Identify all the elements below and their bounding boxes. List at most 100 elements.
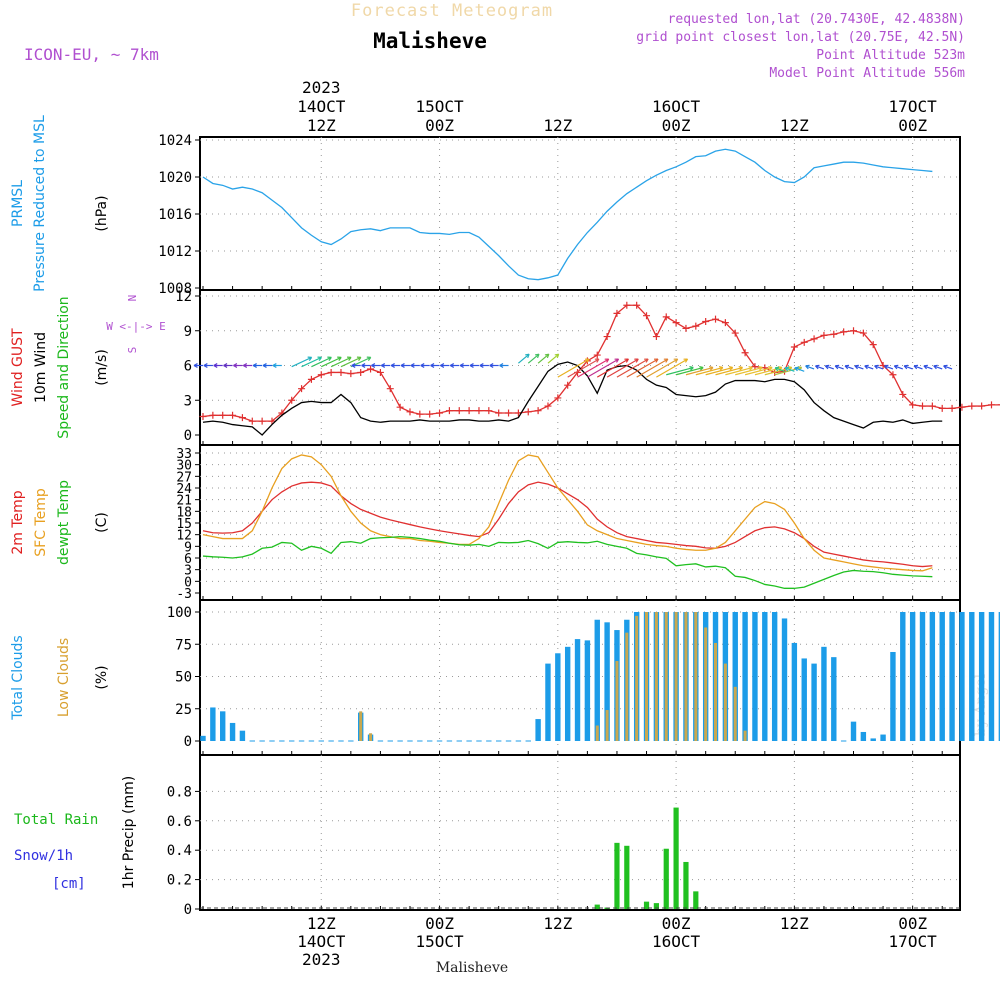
series-point [327,368,335,376]
y-axis-label: SFC Temp [33,488,49,557]
series-point [721,319,729,327]
wind-arrow-head [317,356,322,361]
y-tick-label: 50 [175,670,192,686]
time-label-bottom: 00Z [898,914,927,933]
wind-arrow-head [844,364,850,370]
panel-frame [199,754,961,911]
y-axis-label: Snow/1h [14,848,73,864]
y-axis-label: Total Clouds [10,635,26,720]
y-axis-label: dewpt Temp [56,480,72,565]
bar [635,615,639,741]
wind-arrow-head [708,365,714,371]
time-label-top: 2023 [302,78,341,97]
wind-arrow [537,353,550,364]
bar [663,848,669,909]
time-label-bottom: 16OCT [652,932,701,951]
series-point [238,414,246,422]
time-label-bottom: 12Z [780,914,809,933]
wind-arrow-head [262,363,267,368]
wind-arrow-head [449,363,455,368]
wind-arrow [675,366,704,376]
bar [614,842,620,909]
wind-arrow [340,356,362,368]
wind-arrow [805,365,815,370]
bar [564,646,571,741]
location-title: Malisheve [373,29,487,53]
wind-arrow-head [499,363,504,368]
series-point [406,408,414,416]
wind-arrow-head [624,358,629,363]
series-point [938,404,946,412]
wind-arrow-head [366,356,372,361]
bar [574,639,581,741]
wind-arrow [794,367,805,372]
time-label-top: 12Z [307,116,336,135]
wind-arrow [933,365,943,370]
bar [594,904,600,909]
wind-arrow-head [410,363,415,368]
bar [919,612,926,741]
bar [359,711,363,741]
bar [969,612,975,741]
y-tick-label: 0.2 [167,873,192,889]
wind-arrow-head [440,363,445,368]
time-label-top: 12Z [543,116,572,135]
wind-arrow-head [653,358,659,363]
time-label-bottom: 00Z [425,914,454,933]
series-point [928,402,936,410]
y-tick-label: 33 [176,447,192,462]
y-tick-label: -3 [176,587,192,602]
series-point [692,322,700,330]
bar [229,722,236,741]
time-label-top: 17OCT [889,97,938,116]
wind-arrow [330,356,352,368]
bar [880,734,886,741]
y-tick-label: 3 [184,564,192,579]
series-point [790,343,798,351]
series-point [958,403,966,411]
wind-arrows [193,353,953,378]
wind-arrow-head [430,363,435,368]
wind-arrow-head [525,353,530,359]
series-point [820,331,828,339]
wind-arrow-head [544,353,550,359]
wind-arrow [321,356,342,368]
wind-arrow-head [634,358,639,363]
bar [545,663,551,741]
bar [752,612,758,741]
bar [604,622,610,741]
series-point [662,313,670,321]
bar [978,612,985,741]
bar [850,721,857,741]
wind-arrow-head [673,358,679,363]
wind-arrow-head [854,364,859,370]
wind-arrow-head [699,365,704,371]
series-point [830,330,838,338]
wind-arrow-head [337,356,342,361]
series-point [948,404,956,412]
wind-arrow [596,358,629,378]
bar [595,725,599,741]
series-point [505,409,513,417]
wind-arrow-head [815,364,820,370]
y-tick-label: 1020 [158,170,192,186]
wind-arrow-head [614,358,620,363]
series-point [623,301,631,309]
series-point [997,404,1000,406]
y-tick-label: 12 [175,289,192,305]
time-label-bottom: 14OCT [297,932,346,951]
series-point [603,333,611,341]
series-point [347,370,355,378]
y-tick-label: 0 [184,575,192,590]
y-axis-label: Pressure Reduced to MSL [32,115,48,292]
wind-arrow [774,367,785,372]
y-axis-label: [cm] [52,876,86,892]
y-axis-label: 10m Wind [33,332,49,403]
y-tick-label: 24 [176,482,192,497]
series-point [298,385,306,393]
time-label-top: 14OCT [297,97,346,116]
point-altitude: Point Altitude 523m [816,48,965,63]
bar [771,612,778,741]
series-point [633,301,641,309]
bar [694,612,698,741]
